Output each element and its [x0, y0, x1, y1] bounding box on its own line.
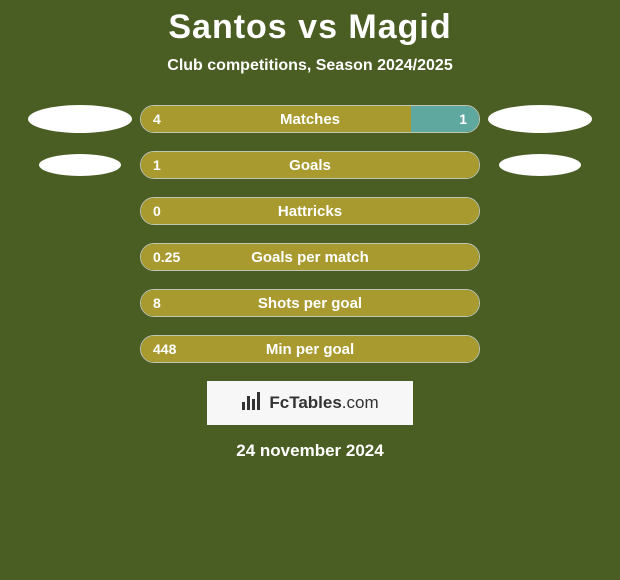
stat-bar: 448 Min per goal — [140, 335, 480, 363]
comparison-infographic: Santos vs Magid Club competitions, Seaso… — [0, 0, 620, 580]
stat-bar: 8 Shots per goal — [140, 289, 480, 317]
brand-main: Tables — [289, 393, 342, 412]
player2-avatar-placeholder — [488, 105, 592, 133]
brand-logo: FcTables.com — [241, 390, 378, 417]
stat-row: 0 Hattricks — [0, 197, 620, 225]
stat-bar-right — [411, 106, 479, 132]
player2-ellipse-small — [499, 154, 581, 176]
stat-bar: 0.25 Goals per match — [140, 243, 480, 271]
side-right — [480, 154, 600, 176]
page-subtitle: Club competitions, Season 2024/2025 — [0, 57, 620, 75]
page-title: Santos vs Magid — [0, 0, 620, 47]
brand-logo-box: FcTables.com — [207, 381, 413, 425]
stat-bar-left — [141, 290, 479, 316]
side-left — [20, 154, 140, 176]
stat-bar: 0 Hattricks — [140, 197, 480, 225]
stat-bar-left — [141, 244, 479, 270]
stat-row: 4 Matches 1 — [0, 105, 620, 133]
player1-ellipse-small — [39, 154, 121, 176]
stat-row: 1 Goals — [0, 151, 620, 179]
stat-bar-left — [141, 106, 411, 132]
chart-bars-icon — [241, 390, 263, 417]
brand-text: FcTables.com — [269, 393, 378, 413]
stat-row: 8 Shots per goal — [0, 289, 620, 317]
stat-bar-left — [141, 152, 479, 178]
brand-prefix: Fc — [269, 393, 289, 412]
player1-avatar-placeholder — [28, 105, 132, 133]
side-right — [480, 105, 600, 133]
stat-row: 0.25 Goals per match — [0, 243, 620, 271]
stat-row: 448 Min per goal — [0, 335, 620, 363]
brand-suffix: .com — [342, 393, 379, 412]
footer-date: 24 november 2024 — [0, 441, 620, 461]
stat-bar-left — [141, 336, 479, 362]
stat-bar: 1 Goals — [140, 151, 480, 179]
stat-bar-left — [141, 198, 479, 224]
stats-container: 4 Matches 1 1 Goals — [0, 105, 620, 363]
stat-bar: 4 Matches 1 — [140, 105, 480, 133]
side-left — [20, 105, 140, 133]
